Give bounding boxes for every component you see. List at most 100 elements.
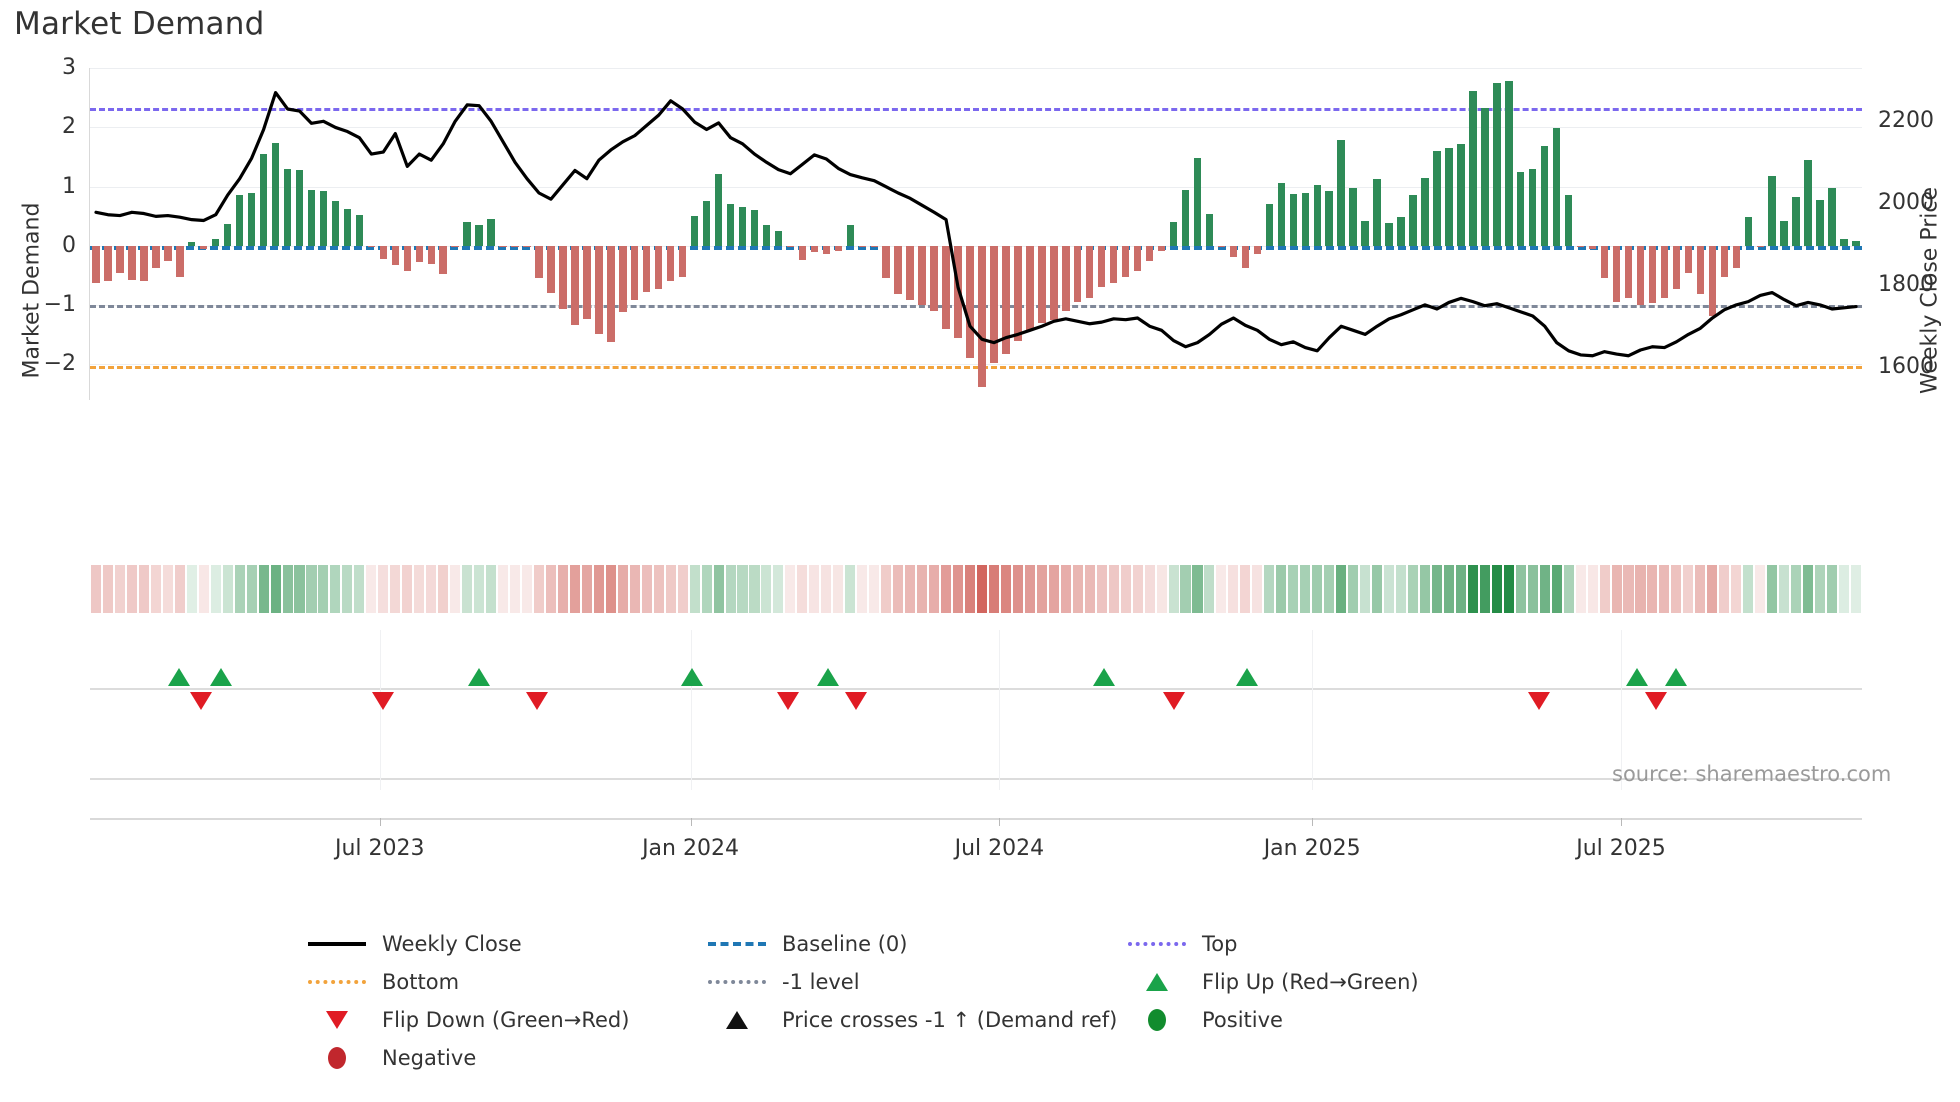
demand-bar — [523, 245, 531, 248]
demand-bar — [930, 245, 938, 312]
demand-bar — [774, 231, 783, 246]
heatmap-cell — [1779, 565, 1790, 613]
heatmap-cell — [1300, 565, 1311, 613]
demand-bar — [595, 245, 603, 334]
heatmap-cell — [1695, 565, 1706, 613]
heatmap-cell — [1048, 565, 1059, 613]
source-attribution: source: sharemaestro.com — [1612, 762, 1892, 786]
demand-bar — [1648, 245, 1657, 303]
neg1-dot-icon — [700, 980, 774, 984]
heatmap-cell — [1707, 565, 1718, 613]
demand-bar — [1469, 90, 1477, 246]
demand-bar — [1529, 168, 1537, 246]
demand-bar — [451, 245, 459, 248]
demand-bar — [259, 153, 268, 246]
demand-bar — [1289, 193, 1297, 246]
demand-bar — [1576, 245, 1585, 248]
demand-bar — [882, 245, 890, 279]
heatmap-cell — [857, 565, 868, 613]
x-axis-line — [90, 818, 1862, 820]
y-axis-tick-label: −2 — [43, 351, 76, 377]
demand-bar — [1361, 220, 1369, 246]
legend-row-3: Flip Down (Green→Red) Price crosses -1 ↑… — [300, 1001, 1660, 1039]
heatmap-cell — [1755, 565, 1766, 613]
demand-bar — [786, 245, 795, 248]
heatmap-cell — [1850, 565, 1862, 613]
demand-bar — [1804, 159, 1812, 246]
heatmap-cell — [773, 565, 784, 613]
weekly-close-line-icon — [300, 942, 374, 946]
demand-bar — [535, 245, 543, 279]
flip-down-marker — [525, 692, 548, 710]
heatmap-cell — [1611, 565, 1622, 613]
heatmap-cell — [653, 565, 664, 613]
heatmap-cell — [330, 565, 341, 613]
demand-bar — [128, 245, 136, 281]
demand-bar — [906, 245, 914, 301]
top-dot-icon — [1120, 942, 1194, 946]
legend-row-2: Bottom -1 level Flip Up (Red→Green) — [300, 963, 1660, 1001]
demand-bar — [1397, 217, 1405, 246]
triangle-down-icon — [300, 1011, 374, 1029]
demand-bar — [1612, 245, 1621, 303]
heatmap-cell — [1336, 565, 1347, 613]
demand-bar — [355, 215, 364, 246]
heatmap-cell — [1276, 565, 1287, 613]
triangle-up-icon — [1120, 973, 1194, 991]
marker-vertical-gridline — [999, 630, 1001, 790]
flip-down-marker — [190, 692, 213, 710]
demand-bar — [1409, 194, 1417, 246]
demand-bar — [116, 245, 124, 273]
demand-bar — [1481, 108, 1489, 246]
heatmap-cell — [761, 565, 772, 613]
flip-down-marker — [1163, 692, 1186, 710]
heatmap-cell — [1731, 565, 1742, 613]
heatmap-cell — [174, 565, 185, 613]
marker-vertical-gridline — [1621, 630, 1622, 790]
flip-up-marker — [1092, 668, 1115, 686]
legend-label: Positive — [1202, 1008, 1283, 1032]
gridline — [90, 186, 1862, 188]
bottom-dot-icon — [300, 980, 374, 984]
demand-bar — [1098, 245, 1106, 288]
heatmap-cell — [270, 565, 281, 613]
demand-bar — [1828, 187, 1836, 246]
legend-label: Price crosses -1 ↑ (Demand ref) — [782, 1008, 1118, 1032]
demand-bar — [978, 245, 986, 387]
demand-bar — [1564, 195, 1573, 246]
demand-bar — [176, 245, 184, 277]
demand-bar — [846, 224, 854, 246]
demand-bar — [1217, 245, 1226, 248]
heatmap-cell — [545, 565, 556, 613]
demand-bar — [655, 245, 663, 289]
demand-bar — [1780, 220, 1788, 246]
demand-bar — [1229, 245, 1238, 257]
heatmap-cell — [1479, 565, 1490, 613]
heatmap-cell — [1072, 565, 1083, 613]
heatmap-cell — [222, 565, 233, 613]
demand-bar — [1145, 245, 1154, 262]
heatmap-cell — [1096, 565, 1107, 613]
heatmap-cell — [1515, 565, 1526, 613]
heatmap-cell — [1240, 565, 1251, 613]
demand-bar — [678, 245, 687, 277]
demand-bar — [343, 209, 352, 246]
demand-bar — [235, 195, 244, 246]
heatmap-cell — [138, 565, 149, 613]
reference-line — [90, 365, 1862, 369]
demand-bar — [415, 245, 423, 263]
heatmap-cell — [1216, 565, 1227, 613]
demand-bar — [1768, 175, 1776, 246]
triangle-up-black-icon — [700, 1011, 774, 1029]
demand-bar — [1624, 245, 1633, 298]
demand-bar — [966, 245, 974, 359]
heatmap-cell — [749, 565, 760, 613]
heatmap-cell — [234, 565, 245, 613]
heatmap-cell — [1791, 565, 1802, 613]
x-axis-tickmark — [1312, 818, 1314, 826]
x-axis: Jul 2023 Jan 2024 Jul 2024 Jan 2025 Jul 2025 — [90, 818, 1862, 878]
demand-bar — [1241, 245, 1250, 269]
demand-bar — [990, 245, 998, 364]
flip-down-marker — [845, 692, 868, 710]
heatmap-cell — [1024, 565, 1035, 613]
